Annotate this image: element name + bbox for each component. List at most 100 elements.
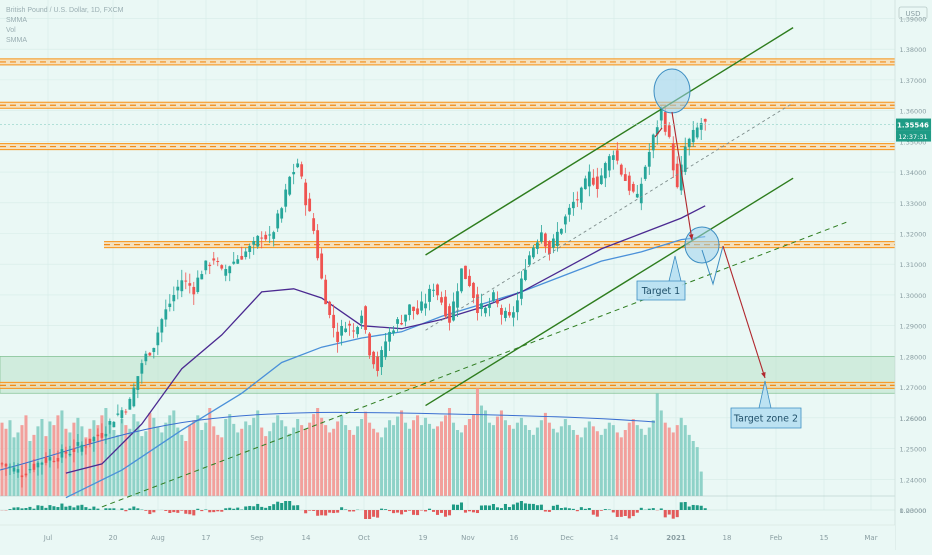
- candle-up: [284, 190, 287, 207]
- candle-up: [516, 300, 519, 312]
- oscillator-bar: [636, 510, 639, 513]
- oscillator-bar: [544, 510, 547, 512]
- osc-tick-label: 0.00000: [900, 507, 927, 515]
- oscillator-bar: [92, 507, 95, 510]
- price-tick-label: 1.34000: [900, 169, 927, 177]
- candle-down: [216, 261, 219, 262]
- candle-up: [160, 319, 163, 332]
- volume-bar: [684, 425, 687, 496]
- price-tick-label: 1.38000: [900, 46, 927, 54]
- candle-up: [77, 442, 80, 446]
- oscillator-bar: [12, 508, 15, 510]
- candle-up: [228, 266, 231, 273]
- oscillator-bar: [120, 508, 123, 510]
- price-tick-label: 1.32000: [900, 230, 927, 238]
- oscillator-bar: [104, 508, 107, 510]
- volume-bar: [4, 429, 7, 496]
- oscillator-bar: [392, 510, 395, 513]
- oscillator-bar: [320, 510, 323, 515]
- volume-bar: [200, 430, 203, 496]
- candle-up: [636, 194, 639, 198]
- candle-down: [440, 297, 443, 302]
- volume-bar: [564, 419, 567, 496]
- volume-bar: [644, 435, 647, 496]
- candle-up: [104, 434, 107, 436]
- candle-up: [256, 236, 259, 247]
- candle-up: [684, 147, 687, 172]
- candle-down: [5, 464, 8, 467]
- volume-bar: [700, 472, 703, 496]
- candle-down: [416, 308, 419, 314]
- oscillator-bar: [400, 510, 403, 514]
- candle-up: [652, 135, 655, 151]
- oscillator-bar: [232, 509, 235, 510]
- volume-bar: [308, 423, 311, 496]
- volume-bar: [484, 410, 487, 496]
- volume-bar: [300, 425, 303, 496]
- volume-bar: [624, 430, 627, 496]
- candle-down: [348, 324, 351, 326]
- candle-down: [548, 241, 551, 254]
- candle-down: [376, 357, 379, 371]
- candle-down: [632, 184, 635, 192]
- candle-up: [488, 304, 491, 308]
- candle-up: [600, 175, 603, 184]
- candle-up: [560, 229, 563, 234]
- oscillator-bar: [620, 510, 623, 517]
- oscillator-bar: [396, 510, 399, 513]
- price-tick-label: 1.28000: [900, 353, 927, 361]
- oscillator-bar: [464, 510, 467, 513]
- candle-down: [704, 119, 707, 122]
- candle-up: [136, 376, 139, 390]
- candle-up: [584, 178, 587, 189]
- candle-up: [164, 309, 167, 319]
- volume-bar: [180, 435, 183, 496]
- volume-bar: [104, 408, 107, 496]
- volume-bar: [108, 423, 111, 496]
- oscillator-bar: [188, 510, 191, 514]
- volume-bar: [616, 432, 619, 496]
- volume-bar: [140, 436, 143, 496]
- volume-bar: [436, 426, 439, 496]
- candle-up: [236, 259, 239, 263]
- volume-bar: [372, 429, 375, 496]
- time-tick-label: Dec: [560, 534, 574, 542]
- oscillator-bar: [192, 510, 195, 515]
- candle-down: [668, 125, 671, 137]
- candle-down: [332, 315, 335, 328]
- oscillator-bar: [448, 510, 451, 515]
- candle-up: [152, 348, 155, 352]
- target-circle-1: [685, 227, 719, 263]
- volume-bar: [544, 413, 547, 496]
- oscillator-bar: [324, 510, 327, 516]
- candle-down: [472, 283, 475, 298]
- oscillator-bar: [388, 510, 391, 511]
- oscillator-bar: [384, 509, 387, 510]
- candle-up: [688, 139, 691, 147]
- candle-down: [85, 446, 88, 447]
- oscillator-bar: [256, 504, 259, 510]
- price-tick-label: 1.37000: [900, 77, 927, 85]
- oscillator-bar: [604, 509, 607, 510]
- volume-bar: [572, 430, 575, 496]
- volume-bar: [340, 415, 343, 496]
- candle-down: [188, 283, 191, 286]
- oscillator-bar: [416, 510, 419, 515]
- candle-up: [432, 290, 435, 291]
- candle-up: [552, 239, 555, 248]
- volume-bar: [256, 410, 259, 496]
- volume-bar: [536, 428, 539, 496]
- oscillator-bar: [244, 506, 247, 510]
- oscillator-bar: [96, 509, 99, 510]
- volume-bar: [432, 429, 435, 496]
- oscillator-bar: [512, 504, 515, 510]
- volume-bar: [664, 423, 667, 496]
- oscillator-bar: [44, 508, 47, 510]
- volume-bar: [668, 428, 671, 496]
- oscillator-bar: [652, 508, 655, 510]
- candle-down: [212, 258, 215, 260]
- oscillator-bar: [216, 510, 219, 511]
- volume-bar: [488, 423, 491, 496]
